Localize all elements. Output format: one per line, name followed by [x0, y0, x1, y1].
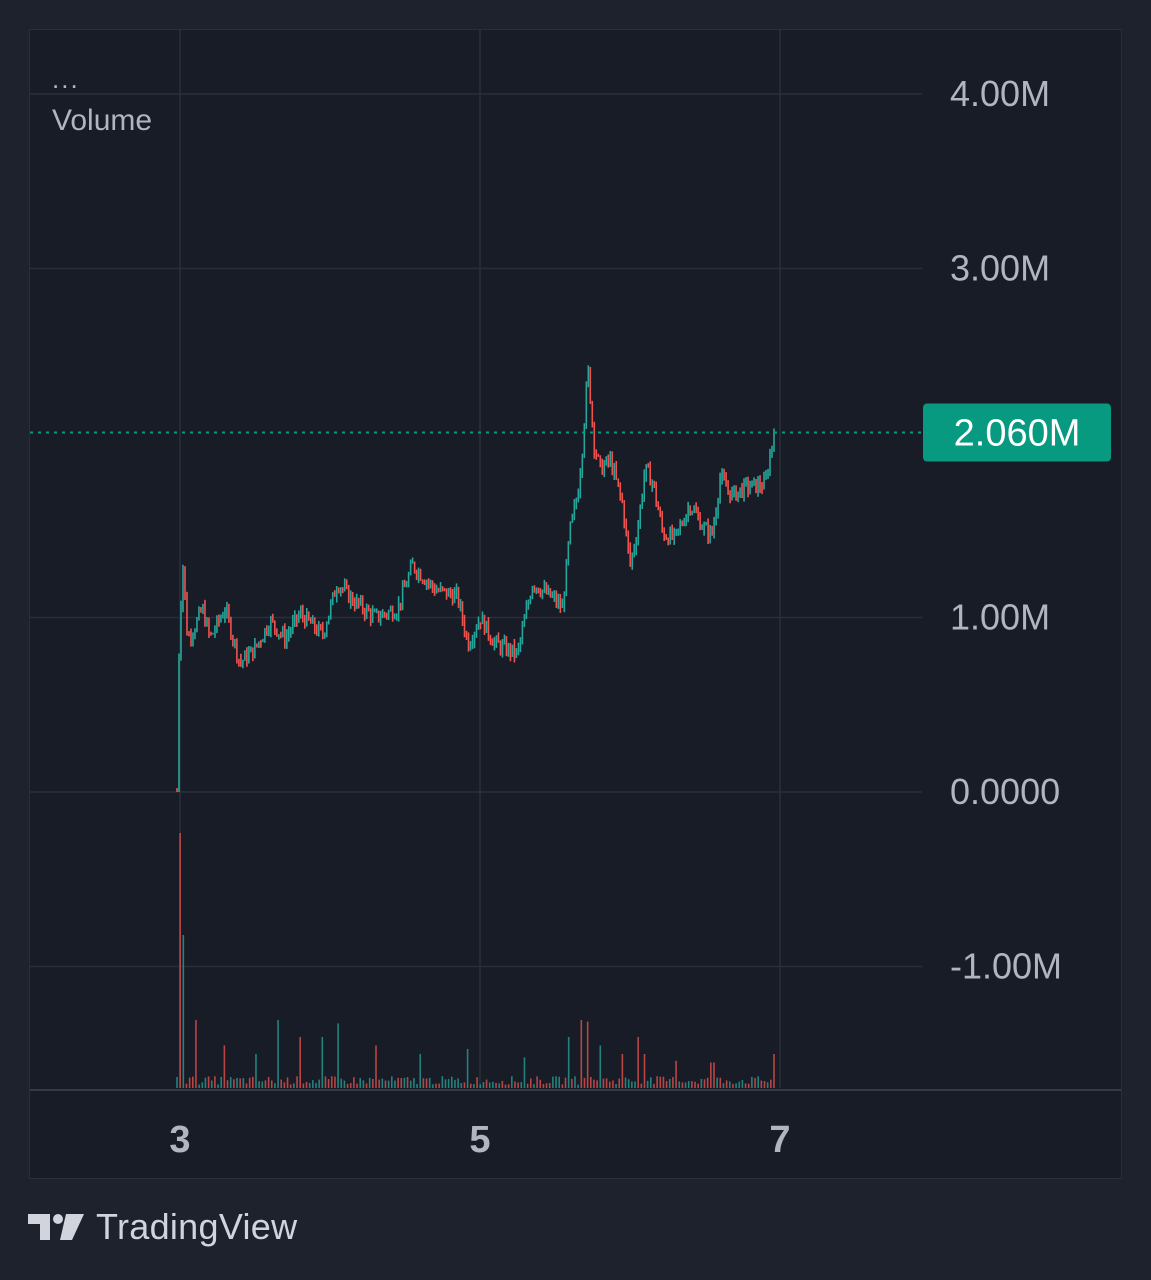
x-tick-label: 7 [769, 1119, 790, 1161]
volume-histogram [176, 833, 775, 1088]
tradingview-branding[interactable]: TradingView [28, 1205, 297, 1249]
legend-menu-icon[interactable]: ... [52, 64, 80, 94]
last-value-badge [923, 403, 1111, 462]
y-tick-label: 4.00M [950, 73, 1050, 114]
grid-lines [30, 30, 922, 1088]
y-tick-label: 1.00M [950, 597, 1050, 638]
y-tick-label: 0.0000 [950, 771, 1060, 812]
last-value-label: 2.060M [954, 413, 1081, 455]
x-tick-label: 3 [169, 1119, 190, 1161]
candlestick-series [176, 365, 775, 792]
brand-name: TradingView [96, 1206, 298, 1247]
last-value-line: 2.060M [30, 403, 1111, 462]
y-axis: 4.00M 3.00M 1.00M 0.0000 -1.00M [950, 73, 1062, 987]
x-tick-label: 5 [469, 1119, 490, 1161]
tradingview-logo-icon [28, 1214, 84, 1240]
x-axis: 3 5 7 [30, 1089, 1121, 1161]
y-tick-label: 3.00M [950, 248, 1050, 289]
chart-pane[interactable] [29, 29, 1122, 1179]
y-tick-label: -1.00M [950, 946, 1062, 987]
indicator-label[interactable]: Volume [52, 104, 153, 137]
chart-legend: ... Volume [52, 64, 153, 138]
